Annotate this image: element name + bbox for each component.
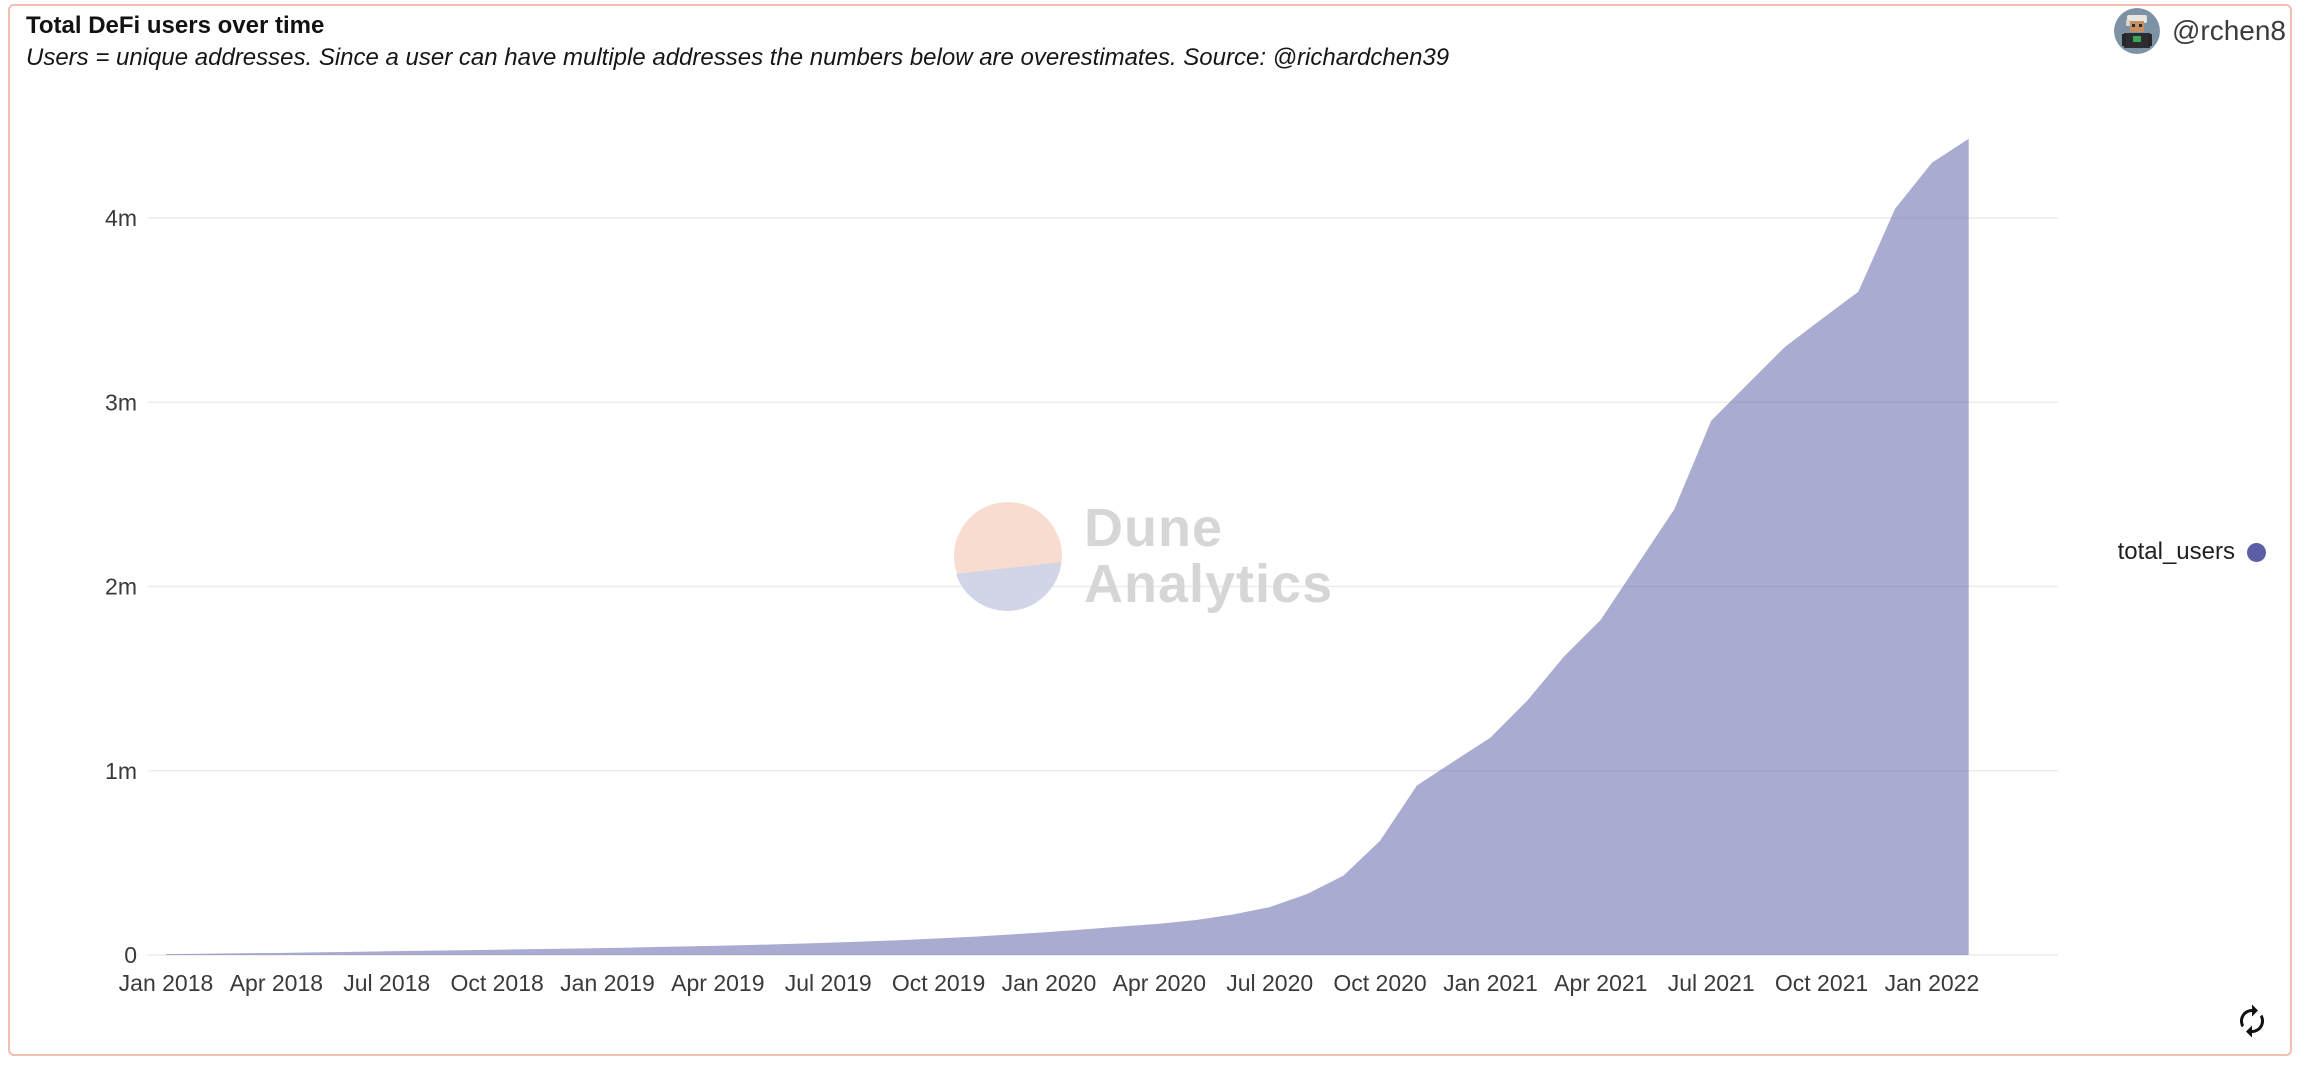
y-tick-label: 1m [105, 758, 137, 784]
area-series-total_users[interactable] [166, 138, 1969, 956]
author-username: @rchen8 [2171, 15, 2286, 46]
x-tick-label: Oct 2021 [1775, 970, 1868, 996]
x-tick-label: Jan 2022 [1885, 970, 1980, 996]
x-tick-label: Apr 2019 [671, 970, 764, 996]
x-tick-label: Oct 2018 [450, 970, 543, 996]
x-tick-label: Apr 2020 [1113, 970, 1206, 996]
author-badge[interactable]: @rchen8 [2113, 8, 2286, 54]
y-tick-label: 2m [105, 574, 137, 600]
avatar [2113, 8, 2160, 54]
y-tick-label: 0 [124, 942, 137, 968]
x-tick-label: Jul 2020 [1226, 970, 1313, 996]
x-tick-label: Jul 2019 [785, 970, 872, 996]
x-tick-label: Oct 2020 [1333, 970, 1426, 996]
page-title: Total DeFi users over time [26, 12, 325, 39]
chart-subtitle: Users = unique addresses. Since a user c… [26, 44, 1450, 71]
legend-dot [2247, 542, 2266, 562]
x-tick-label: Apr 2018 [230, 970, 323, 996]
y-tick-label: 3m [105, 389, 137, 415]
refresh-button[interactable] [2232, 1002, 2272, 1042]
refresh-icon [2240, 1004, 2264, 1037]
x-tick-label: Jan 2018 [119, 970, 214, 996]
x-tick-label: Apr 2021 [1554, 970, 1647, 996]
x-tick-label: Jul 2021 [1668, 970, 1755, 996]
y-tick-label: 4m [105, 205, 137, 231]
x-tick-label: Jul 2018 [343, 970, 430, 996]
legend-label: total_users [2117, 538, 2235, 565]
x-tick-label: Jan 2020 [1002, 970, 1097, 996]
x-tick-label: Oct 2019 [892, 970, 985, 996]
x-tick-label: Jan 2021 [1443, 970, 1538, 996]
legend[interactable]: total_users [2118, 538, 2266, 566]
x-tick-label: Jan 2019 [560, 970, 655, 996]
